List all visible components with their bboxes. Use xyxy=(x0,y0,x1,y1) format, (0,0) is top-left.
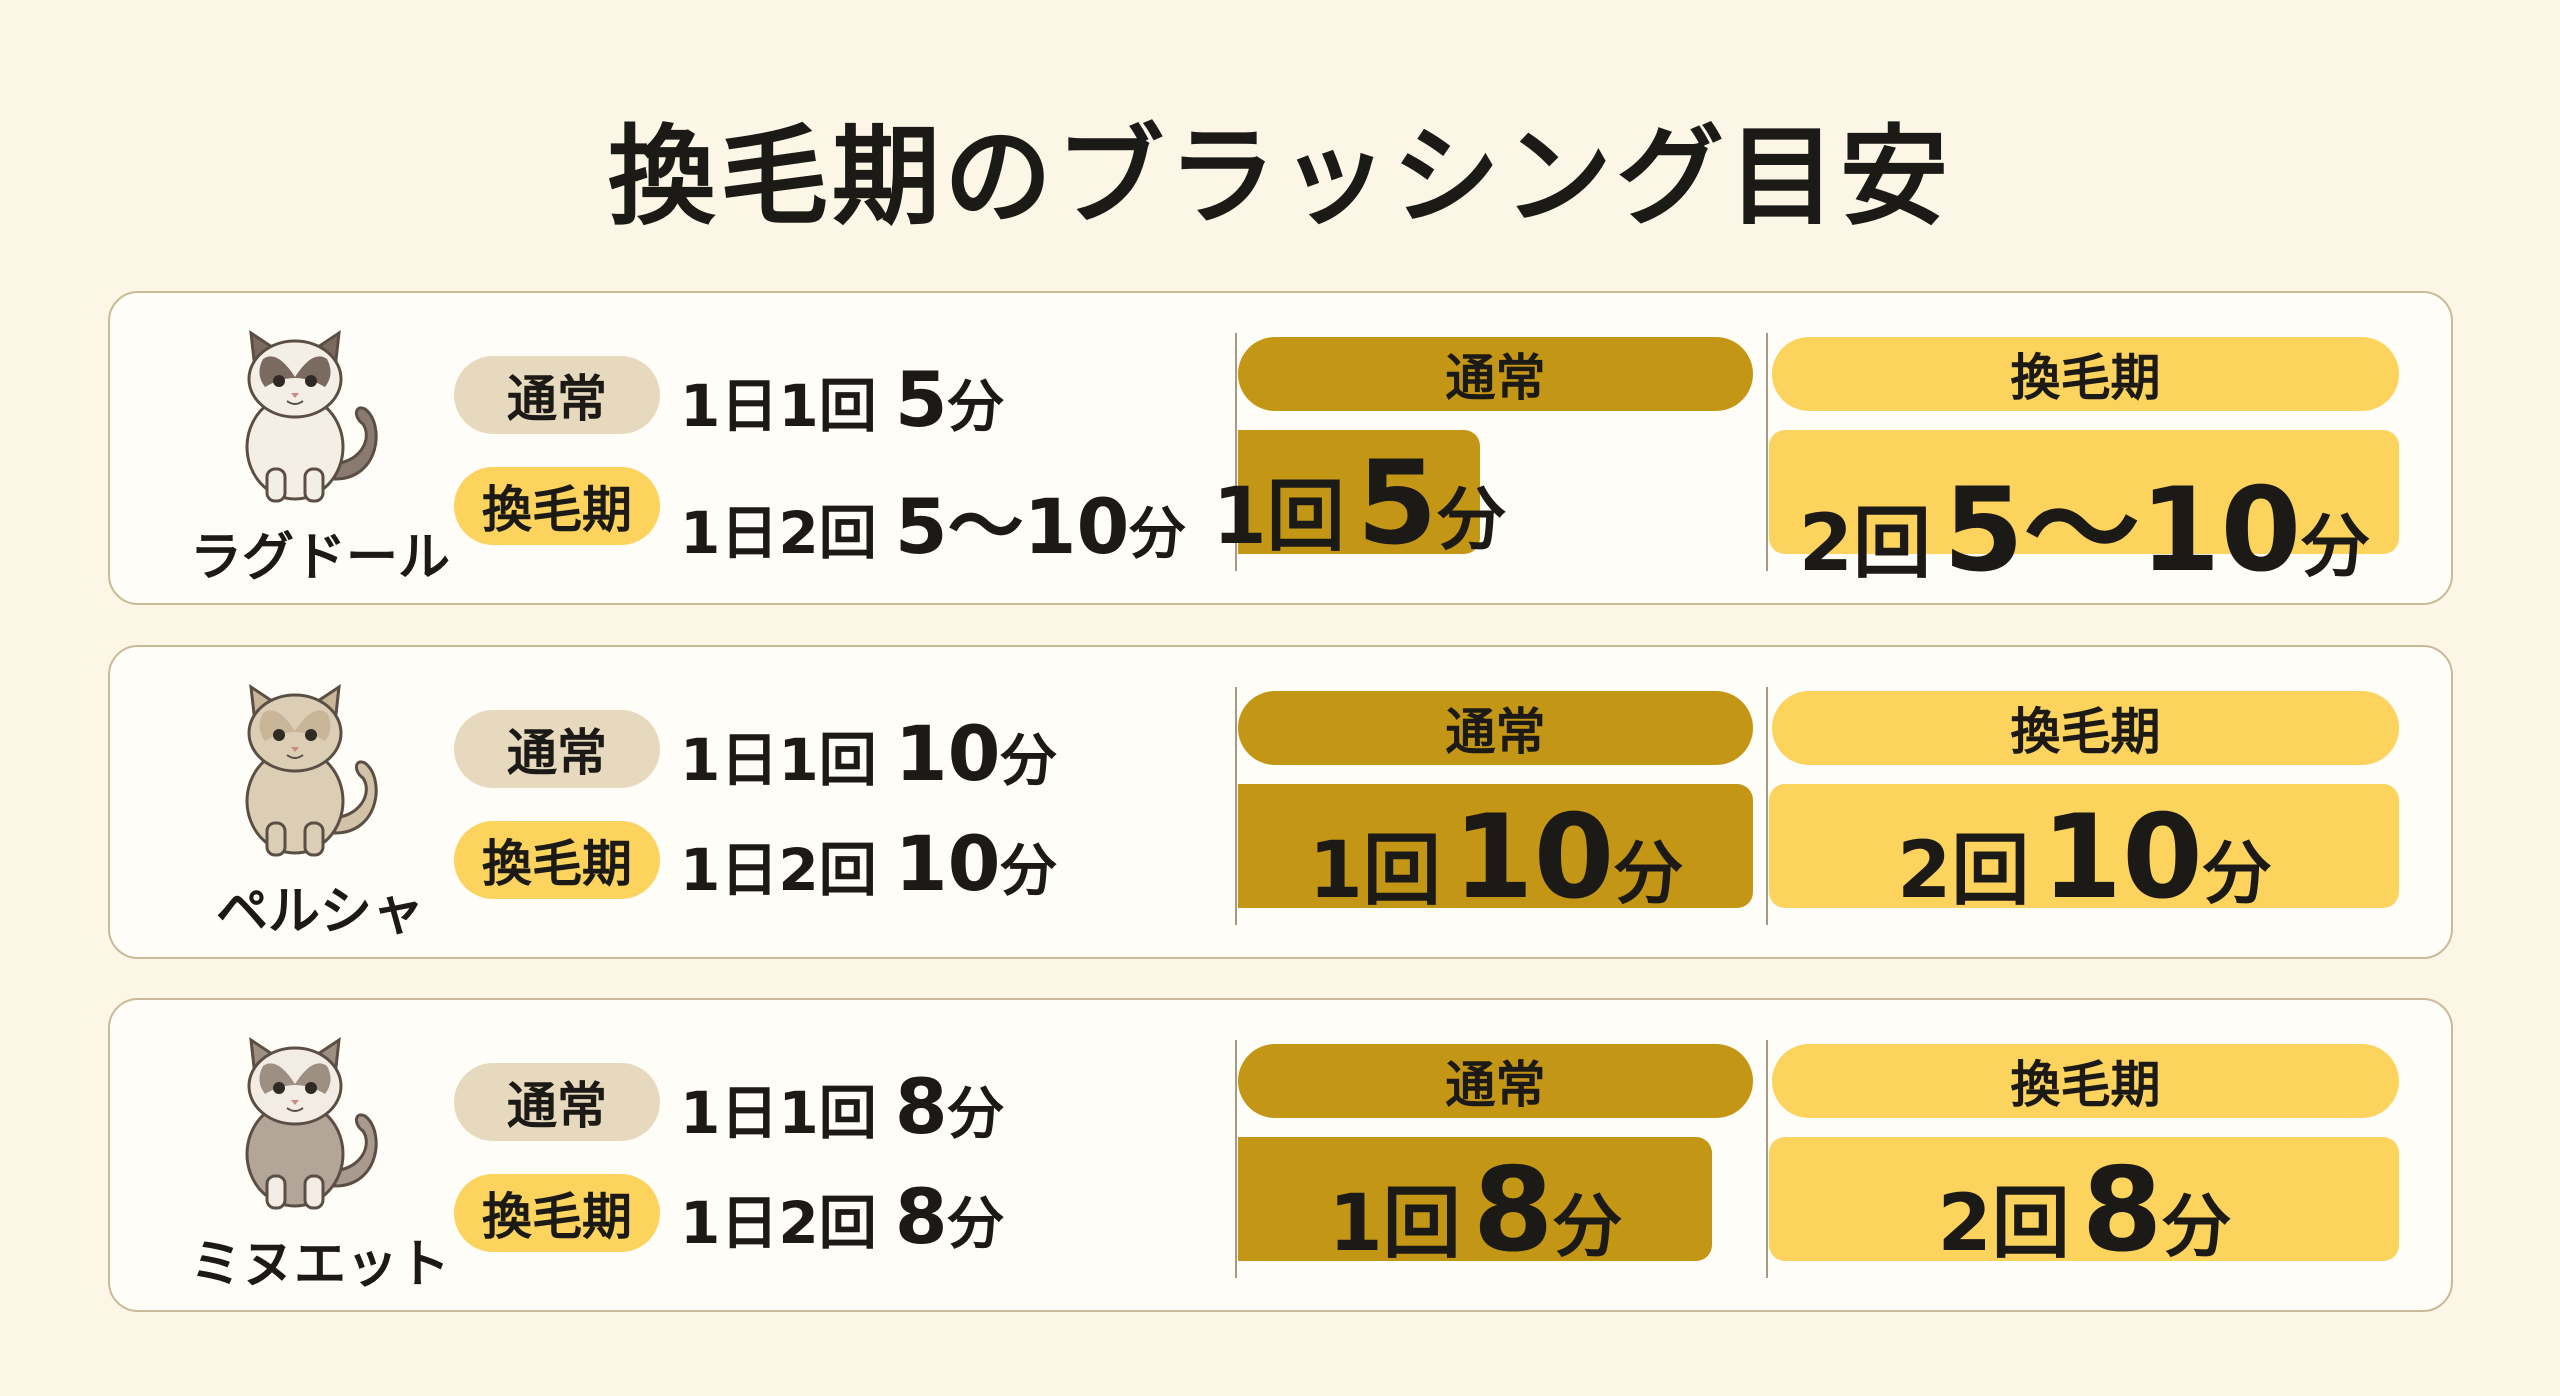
divider xyxy=(1766,1040,1768,1278)
duration-unit: 分 xyxy=(947,375,1004,440)
cat-icon xyxy=(215,683,385,858)
cat-icon xyxy=(215,1036,385,1211)
count: 1回 xyxy=(1308,826,1441,916)
duration-unit: 分 xyxy=(947,1082,1004,1147)
panel-header: 換毛期 xyxy=(1772,1044,2399,1118)
duration-unit: 分 xyxy=(1553,1188,1622,1267)
divider xyxy=(1766,687,1768,925)
frequency-line: 1日2回 5〜10 分 xyxy=(680,465,1185,571)
duration: 5〜10 xyxy=(1943,463,2302,598)
season-tag: 通常 xyxy=(454,356,660,434)
season-tag: 換毛期 xyxy=(454,821,660,899)
duration: 10 xyxy=(1452,790,1615,925)
duration-unit: 分 xyxy=(2301,508,2370,587)
frequency-line: 1日2回 8 分 xyxy=(680,1172,1004,1261)
panel-header: 通常 xyxy=(1238,1044,1753,1118)
frequency: 1日1回 xyxy=(680,726,877,794)
cat-icon xyxy=(215,329,385,504)
title: 換毛期のブラッシング目安 xyxy=(607,114,1952,240)
breed-name: ミヌエット xyxy=(189,1235,450,1295)
frequency-line: 1日1回 5 分 xyxy=(680,355,1004,444)
duration: 5 xyxy=(894,355,948,444)
panel-header: 換毛期 xyxy=(1772,337,2399,411)
divider xyxy=(1235,687,1237,925)
count: 1回 xyxy=(1212,472,1345,562)
breed-name: ペルシャ xyxy=(215,882,424,942)
season-tag: 通常 xyxy=(454,710,660,788)
frequency: 1日2回 xyxy=(680,1189,877,1257)
frequency: 1日2回 xyxy=(680,499,877,567)
breed-name: ラグドール xyxy=(189,528,450,588)
panel-header: 通常 xyxy=(1238,691,1753,765)
panel-box: 2回 5〜10 分 xyxy=(1769,430,2399,598)
panel-header: 換毛期 xyxy=(1772,691,2399,765)
count: 2回 xyxy=(1937,1179,2070,1269)
duration: 10 xyxy=(894,709,1001,798)
breed-card: ペルシャ 通常 1日1回 10 分換毛期 1日2回 10 分通常 1回 10 分換毛期 2回 10 分 xyxy=(108,645,2453,959)
season-tag: 通常 xyxy=(454,1063,660,1141)
divider xyxy=(1235,1040,1237,1278)
season-tag: 換毛期 xyxy=(454,467,660,545)
count: 2回 xyxy=(1897,826,2030,916)
panel-box: 1回 5 分 xyxy=(1213,430,1506,571)
count: 2回 xyxy=(1798,499,1932,589)
frequency: 1日1回 xyxy=(680,372,877,440)
panel-box: 2回 8 分 xyxy=(1769,1137,2399,1278)
count: 1回 xyxy=(1328,1179,1461,1269)
season-tag: 換毛期 xyxy=(454,1174,660,1252)
duration: 5 xyxy=(1356,436,1438,571)
divider xyxy=(1235,333,1237,571)
duration: 5〜10 xyxy=(894,482,1130,571)
panel-box: 1回 10 分 xyxy=(1238,784,1753,925)
duration-unit: 分 xyxy=(1000,729,1057,794)
duration-unit: 分 xyxy=(947,1192,1004,1257)
duration-unit: 分 xyxy=(1129,502,1186,567)
frequency-line: 1日1回 10 分 xyxy=(680,709,1056,798)
duration: 10 xyxy=(894,819,1001,908)
duration: 10 xyxy=(2041,790,2203,925)
frequency-line: 1日1回 8 分 xyxy=(680,1062,1004,1151)
duration: 8 xyxy=(894,1172,948,1261)
duration-unit: 分 xyxy=(1000,839,1057,904)
duration: 8 xyxy=(2081,1143,2163,1278)
divider xyxy=(1766,333,1768,571)
duration-unit: 分 xyxy=(2202,835,2271,914)
frequency: 1日1回 xyxy=(680,1079,877,1147)
breed-card: ミヌエット 通常 1日1回 8 分換毛期 1日2回 8 分通常 1回 8 分換毛期 2回 8 分 xyxy=(108,998,2453,1312)
duration: 8 xyxy=(1472,1143,1554,1278)
duration: 8 xyxy=(894,1062,948,1151)
panel-box: 2回 10 分 xyxy=(1769,784,2399,925)
breed-card: ラグドール 通常 1日1回 5 分換毛期 1日2回 5〜10 分通常 1回 5 分換毛期 2回 5〜10… xyxy=(108,291,2453,605)
frequency-line: 1日2回 10 分 xyxy=(680,819,1056,908)
panel-box: 1回 8 分 xyxy=(1238,1137,1712,1278)
duration-unit: 分 xyxy=(2162,1188,2231,1267)
panel-header: 通常 xyxy=(1238,337,1753,411)
duration-unit: 分 xyxy=(1614,835,1683,914)
duration-unit: 分 xyxy=(1437,481,1506,560)
frequency: 1日2回 xyxy=(680,836,877,904)
